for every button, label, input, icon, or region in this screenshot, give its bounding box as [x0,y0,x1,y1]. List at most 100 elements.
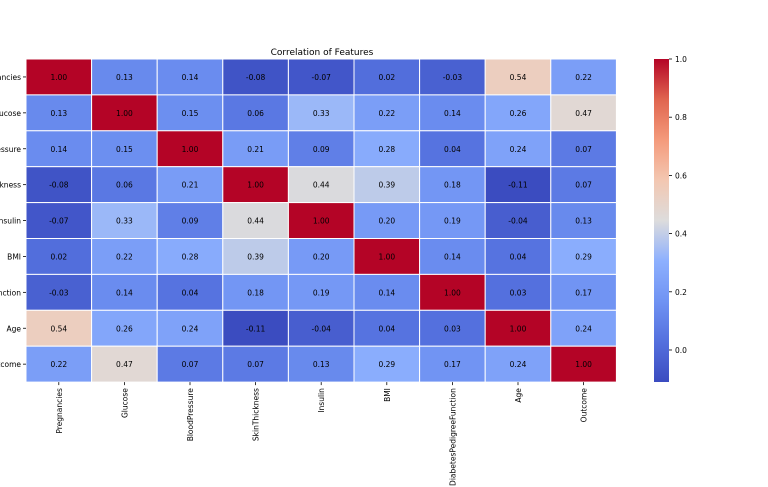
colorbar: 0.0 0.2 0.4 0.6 0.8 1.0 [654,55,687,382]
cell-value-label: 0.22 [50,360,67,369]
heatmap-cell [287,273,355,311]
colorbar-tick-label: 0.6 [675,171,687,180]
heatmap-cell [156,238,224,275]
column-tick-label: BMI [383,388,392,402]
row-tick-label: ancies [0,73,21,82]
cell-value-label: -0.07 [311,73,331,82]
cell-value-label: 0.04 [378,324,395,333]
cell-value-label: 0.09 [313,145,330,154]
heatmap-cell [91,238,158,275]
cell-value-label: 0.04 [444,145,461,154]
cell-value-label: 0.44 [313,181,330,190]
row-tick-label: Insulin [0,217,21,226]
cell-value-label: 0.21 [247,145,264,154]
cell-value-label: 0.39 [247,252,264,261]
heatmap-cell [222,166,289,204]
heatmap-cell [550,309,617,347]
heatmap-cell [25,273,93,311]
cell-value-label: 0.54 [510,73,527,82]
heatmap-cells [25,58,617,383]
heatmap-cell [353,345,421,383]
cell-value-label: -0.08 [246,73,266,82]
heatmap-cell [287,309,355,347]
cell-value-label: 0.47 [116,360,133,369]
heatmap-cell [91,58,158,96]
cell-value-label: 0.17 [444,360,461,369]
cell-value-label: -0.08 [49,181,69,190]
cell-value-label: 0.15 [116,145,133,154]
cell-value-label: 0.07 [182,360,199,369]
cell-value-label: 0.24 [510,145,527,154]
cell-value-label: 0.18 [444,181,461,190]
cell-value-label: 0.26 [510,109,527,118]
column-tick-label: Insulin [317,388,326,413]
cell-value-label: 0.54 [50,324,67,333]
heatmap-cell [91,273,158,311]
heatmap-cell [287,345,355,383]
cell-value-label: 0.13 [50,109,67,118]
row-tick-label: utcome [0,360,21,369]
column-tick-label: Outcome [580,388,589,423]
column-tick-labels: Pregnancies Glucose BloodPressure SkinThick… [55,382,589,486]
cell-value-label: 0.39 [378,181,395,190]
cell-value-label: 0.19 [313,288,330,297]
heatmap-cell [156,202,224,240]
heatmap-cell [25,58,93,96]
cell-value-label: 1.00 [575,360,592,369]
colorbar-tick-label: 0.0 [675,346,687,355]
cell-value-label: 0.24 [510,360,527,369]
heatmap-cell [550,238,617,275]
heatmap-cell [484,94,552,132]
heatmap-cell [156,130,224,168]
cell-value-label: 0.04 [510,252,527,261]
heatmap-cell [353,238,421,275]
heatmap-cell [156,58,224,96]
cell-value-label: 0.33 [313,109,330,118]
heatmap-cell [419,273,486,311]
cell-value-label: -0.04 [508,217,528,226]
cell-value-label: 1.00 [313,217,330,226]
cell-value-label: 0.17 [575,288,592,297]
heatmap-cell [91,166,158,204]
heatmap-cell [287,94,355,132]
cell-value-label: 0.29 [575,252,592,261]
column-tick-label: Glucose [120,388,129,418]
cell-value-label: -0.03 [443,73,463,82]
row-tick-labels: ancies lucose essure ckness Insulin BMI nction… [0,73,26,369]
heatmap-cell [222,309,289,347]
cell-value-label: 0.14 [50,145,67,154]
colorbar-tick-label: 0.2 [675,288,687,297]
heatmap-cell [484,58,552,96]
column-tick-label: Pregnancies [55,388,64,434]
heatmap-cell [353,58,421,96]
heatmap-cell [91,130,158,168]
row-tick-label: lucose [0,109,21,118]
heatmap-cell [419,202,486,240]
row-tick-label: ckness [0,181,21,190]
heatmap-cell [550,94,617,132]
cell-value-label: 0.44 [247,217,264,226]
cell-value-label: -0.04 [311,324,331,333]
heatmap-cell [353,202,421,240]
cell-value-label: 0.02 [50,252,67,261]
cell-value-label: -0.11 [508,181,528,190]
heatmap-cell [419,94,486,132]
cell-value-label: 0.47 [575,109,592,118]
cell-value-label: 0.06 [247,109,264,118]
colorbar-ticks: 0.0 0.2 0.4 0.6 0.8 1.0 [669,55,687,355]
heatmap-cell [25,238,93,275]
colorbar-tick-label: 1.0 [675,55,687,64]
cell-value-label: 0.24 [182,324,199,333]
cell-value-label: 1.00 [182,145,199,154]
heatmap-cell [156,309,224,347]
cell-value-label: 1.00 [116,109,133,118]
cell-value-label: 0.19 [444,217,461,226]
heatmap-cell [419,345,486,383]
heatmap-cell [25,202,93,240]
cell-value-label: 0.20 [313,252,330,261]
heatmap-cell [222,238,289,275]
cell-value-label: 1.00 [50,73,67,82]
row-tick-label: BMI [7,252,21,261]
cell-value-label: 0.09 [182,217,199,226]
